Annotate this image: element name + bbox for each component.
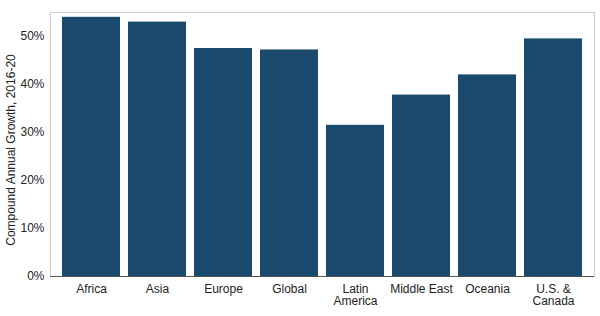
svg-text:40%: 40% (20, 77, 44, 91)
svg-text:LatinAmerica: LatinAmerica (333, 282, 377, 308)
svg-text:0%: 0% (27, 269, 45, 283)
svg-text:U.S. &Canada: U.S. &Canada (532, 282, 574, 308)
svg-text:Africa: Africa (76, 282, 107, 296)
svg-text:Middle East: Middle East (390, 282, 453, 296)
svg-text:10%: 10% (20, 221, 44, 235)
svg-text:Oceania: Oceania (465, 282, 510, 296)
html-text:Compound Annual Growth, 2016-2: Compound Annual Growth, 2016-20 (4, 54, 18, 246)
svg-text:50%: 50% (20, 29, 44, 43)
svg-text:30%: 30% (20, 125, 44, 139)
svg-text:Global: Global (272, 282, 307, 296)
svg-text:20%: 20% (20, 173, 44, 187)
svg-text:Europe: Europe (204, 282, 243, 296)
svg-text:Asia: Asia (146, 282, 170, 296)
